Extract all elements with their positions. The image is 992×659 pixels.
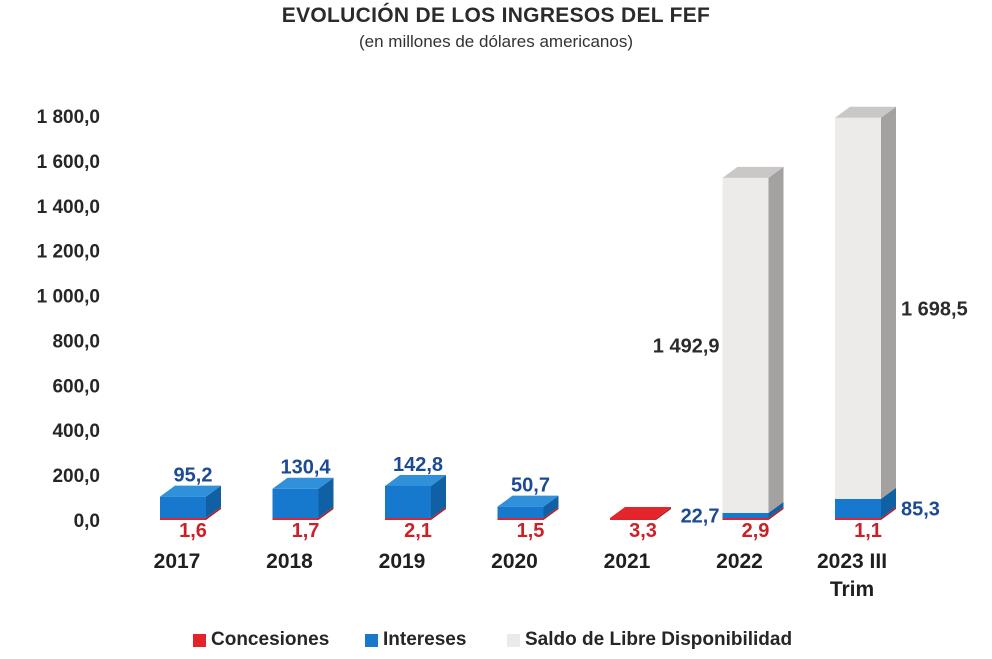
svg-text:3,3: 3,3	[629, 520, 657, 542]
svg-text:2,9: 2,9	[742, 520, 770, 542]
chart-legend: Concesiones Intereses Saldo de Libre Dis…	[0, 629, 992, 653]
svg-text:2017: 2017	[154, 550, 201, 573]
svg-text:400,0: 400,0	[52, 421, 100, 442]
chart-title: EVOLUCIÓN DE LOS INGRESOS DEL FEF	[281, 4, 711, 27]
svg-text:2022: 2022	[716, 550, 763, 573]
chart-header: EVOLUCIÓN DE LOS INGRESOS DEL FEF (en mi…	[0, 4, 992, 52]
svg-text:Trim: Trim	[830, 578, 874, 601]
svg-text:130,4: 130,4	[280, 457, 331, 479]
svg-text:2,1: 2,1	[404, 520, 432, 542]
svg-text:1 800,0: 1 800,0	[37, 107, 100, 128]
svg-text:600,0: 600,0	[52, 376, 100, 397]
svg-text:95,2: 95,2	[174, 465, 213, 487]
svg-text:1,5: 1,5	[517, 520, 545, 542]
svg-text:22,7: 22,7	[681, 505, 720, 527]
chart-subtitle: (en millones de dólares americanos)	[358, 32, 634, 51]
svg-text:200,0: 200,0	[52, 466, 100, 487]
svg-text:2020: 2020	[491, 550, 538, 573]
legend-item-saldo: Saldo de Libre Disponibilidad	[507, 629, 792, 651]
svg-text:2023 III: 2023 III	[817, 550, 887, 573]
svg-text:2018: 2018	[266, 550, 313, 573]
svg-text:2019: 2019	[379, 550, 426, 573]
svg-text:0,0: 0,0	[74, 511, 100, 532]
svg-text:85,3: 85,3	[901, 498, 940, 520]
svg-text:50,7: 50,7	[511, 475, 550, 497]
svg-text:1 698,5: 1 698,5	[901, 298, 968, 320]
svg-text:2021: 2021	[604, 550, 651, 573]
legend-swatch-saldo-icon	[507, 633, 520, 647]
svg-text:1,1: 1,1	[854, 520, 882, 542]
legend-item-intereses: Intereses	[365, 629, 466, 651]
legend-swatch-concesiones-icon	[193, 633, 206, 647]
legend-item-concesiones: Concesiones	[193, 629, 329, 651]
svg-text:1,7: 1,7	[292, 520, 320, 542]
svg-text:1 400,0: 1 400,0	[37, 197, 100, 218]
legend-label-concesiones: Concesiones	[211, 629, 330, 650]
svg-text:1 600,0: 1 600,0	[37, 152, 100, 173]
svg-text:800,0: 800,0	[52, 331, 100, 352]
svg-text:1 492,9: 1 492,9	[653, 335, 720, 357]
legend-swatch-intereses-icon	[365, 633, 378, 647]
svg-text:1 000,0: 1 000,0	[37, 287, 100, 308]
legend-label-intereses: Intereses	[383, 629, 467, 650]
legend-label-saldo: Saldo de Libre Disponibilidad	[525, 629, 793, 650]
svg-text:1,6: 1,6	[179, 520, 207, 542]
svg-text:1 200,0: 1 200,0	[37, 242, 100, 263]
svg-text:142,8: 142,8	[393, 454, 443, 476]
